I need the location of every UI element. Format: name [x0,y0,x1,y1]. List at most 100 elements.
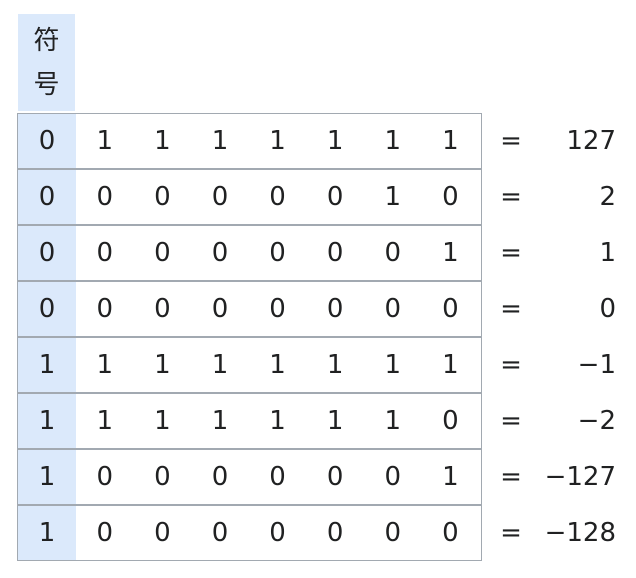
sign-bit: 0 [18,281,76,336]
decimal-value: −1 [577,350,616,380]
bit-cell: 0 [96,237,114,268]
equals-sign: = [500,126,522,156]
equals-sign: = [500,350,522,380]
bit-cell: 0 [269,237,286,268]
decimal-value: 2 [599,182,616,212]
bit-cells: 1 0 0 0 0 0 0 0 [17,504,482,561]
bit-cell: 0 [154,181,171,212]
bit-cell: 1 [154,126,171,156]
bit-cell: 0 [154,293,171,324]
bit-cell: 1 [442,461,459,492]
sign-header-char-1: 符 [33,25,60,56]
decimal-value: −2 [577,406,616,436]
bit-cell: 0 [96,517,114,548]
bit-cells: 0 1 1 1 1 1 1 1 [17,113,482,169]
bit-cells: 0 0 0 0 0 0 0 0 [17,280,482,337]
sign-header-char-2: 号 [33,69,60,100]
decimal-value: −128 [544,518,616,548]
bit-cells: 1 1 1 1 1 1 1 0 [17,392,482,449]
sign-column-header: 符 号 [18,14,75,111]
bit-cell: 0 [154,461,171,492]
equals-sign: = [500,182,522,212]
bit-cell: 1 [442,237,459,268]
bit-cell: 0 [269,293,286,324]
bit-cell: 1 [384,349,402,380]
table-row: 1 1 1 1 1 1 1 1 = −1 [17,336,616,393]
table-row: 1 0 0 0 0 0 0 0 = −128 [17,504,616,561]
sign-bit: 0 [18,225,76,280]
bit-cell: 1 [211,405,229,436]
equals-sign: = [500,294,522,324]
bit-cell: 0 [442,517,459,548]
bit-cell: 1 [326,126,344,156]
bit-cell: 0 [326,461,344,492]
equals-sign: = [500,406,522,436]
sign-bit: 1 [18,505,76,560]
bit-cell: 1 [96,405,114,436]
bit-cell: 0 [269,517,286,548]
bit-cell: 0 [269,461,286,492]
sign-bit: 1 [18,337,76,392]
bit-cell: 1 [442,126,459,156]
bit-cell: 1 [384,181,402,212]
bit-cell: 1 [211,349,229,380]
bit-cell: 1 [384,405,402,436]
bit-cells: 0 0 0 0 0 0 0 1 [17,224,482,281]
bit-cell: 1 [211,126,229,156]
bit-cell: 0 [154,237,171,268]
bit-cell: 0 [442,405,459,436]
bit-cell: 1 [96,126,114,156]
bit-cells: 0 0 0 0 0 0 1 0 [17,168,482,225]
bit-cell: 0 [211,293,229,324]
bit-cell: 0 [442,293,459,324]
bit-cell: 1 [384,126,402,156]
bit-cell: 0 [211,461,229,492]
bit-cell: 0 [442,181,459,212]
bit-cell: 0 [211,181,229,212]
bit-cell: 0 [96,181,114,212]
bit-cell: 0 [326,181,344,212]
sign-bit: 1 [18,449,76,504]
bit-cell: 1 [269,405,286,436]
decimal-value: −127 [544,462,616,492]
bit-cell: 1 [326,349,344,380]
table-row: 0 0 0 0 0 0 0 1 = 1 [17,224,616,281]
sign-bit: 1 [18,393,76,448]
bit-cell: 0 [384,461,402,492]
bit-cell: 0 [96,461,114,492]
sign-bit: 0 [18,169,76,224]
bit-cell: 0 [326,293,344,324]
bit-cell: 0 [326,237,344,268]
bit-cell: 1 [269,349,286,380]
equals-sign: = [500,518,522,548]
bit-cell: 0 [211,237,229,268]
bit-rows: 0 1 1 1 1 1 1 1 = 127 0 0 0 0 0 0 1 0 [17,113,616,561]
bit-cell: 0 [326,517,344,548]
table-row: 1 1 1 1 1 1 1 0 = −2 [17,392,616,449]
bit-cell: 0 [384,237,402,268]
table-row: 0 1 1 1 1 1 1 1 = 127 [17,113,616,169]
bit-cell: 1 [442,349,459,380]
table-row: 0 0 0 0 0 0 0 0 = 0 [17,280,616,337]
equals-sign: = [500,462,522,492]
bit-cell: 0 [269,181,286,212]
bit-cell: 0 [384,293,402,324]
decimal-value: 1 [599,238,616,268]
bit-cell: 1 [96,349,114,380]
bit-cells: 1 1 1 1 1 1 1 1 [17,336,482,393]
table-row: 0 0 0 0 0 0 1 0 = 2 [17,168,616,225]
decimal-value: 127 [566,126,616,156]
bit-cell: 1 [154,405,171,436]
bit-cell: 1 [269,126,286,156]
bit-cell: 0 [211,517,229,548]
bit-cells: 1 0 0 0 0 0 0 1 [17,448,482,505]
bit-cell: 0 [384,517,402,548]
equals-sign: = [500,238,522,268]
bit-cell: 1 [326,405,344,436]
bit-cell: 0 [154,517,171,548]
bit-cell: 1 [154,349,171,380]
bit-cell: 0 [96,293,114,324]
table-row: 1 0 0 0 0 0 0 1 = −127 [17,448,616,505]
decimal-value: 0 [599,294,616,324]
